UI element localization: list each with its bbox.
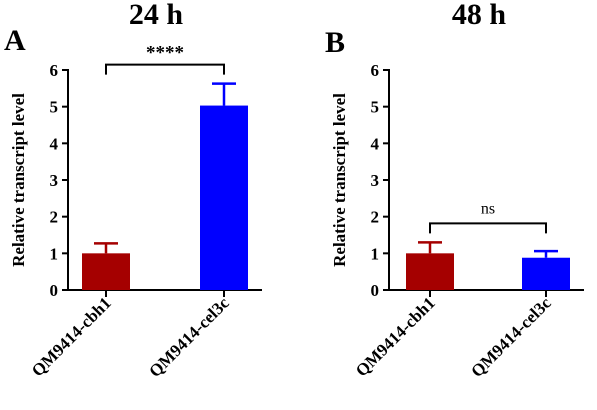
significance-label: ns	[481, 200, 495, 217]
y-tick-label: 6	[371, 61, 380, 80]
y-tick-label: 1	[50, 244, 59, 263]
chart-title: 48 h	[452, 0, 507, 31]
y-tick-label: 6	[50, 61, 59, 80]
y-tick-label: 2	[50, 208, 59, 227]
x-tick-label: QM9414-cel3c	[467, 293, 555, 381]
y-axis-label: Relative transcript level	[9, 93, 28, 267]
y-tick-label: 3	[50, 171, 59, 190]
y-tick-label: 2	[371, 208, 380, 227]
significance-label: ****	[146, 43, 184, 64]
y-tick-label: 0	[371, 281, 380, 300]
bar	[406, 253, 454, 290]
y-tick-label: 3	[371, 171, 380, 190]
y-tick-label: 0	[50, 281, 59, 300]
bar	[200, 105, 248, 290]
y-tick-label: 5	[50, 98, 59, 117]
bar	[82, 253, 130, 290]
chart-panel-b: B 48 h Relative transcript level 0 1 2 3 4 5 6 QM9…	[325, 0, 584, 381]
chart-panel-a: A 24 h Relative transcript level 0 1 2 3 4 5 6 QM9…	[4, 0, 262, 381]
x-tick-label: QM9414-cbh1	[352, 293, 439, 380]
y-tick-label: 1	[371, 244, 380, 263]
panel-letter: B	[325, 26, 345, 59]
y-tick-label: 5	[371, 98, 380, 117]
chart-title: 24 h	[129, 0, 184, 31]
y-axis-label: Relative transcript level	[330, 93, 349, 267]
x-tick-label: QM9414-cbh1	[28, 293, 115, 380]
x-tick-label: QM9414-cel3c	[145, 293, 233, 381]
significance-bracket	[105, 63, 225, 75]
panel-letter: A	[4, 24, 26, 57]
bar	[522, 257, 570, 290]
y-tick-label: 4	[50, 134, 59, 153]
y-tick-label: 4	[371, 134, 380, 153]
significance-bracket	[429, 222, 547, 234]
